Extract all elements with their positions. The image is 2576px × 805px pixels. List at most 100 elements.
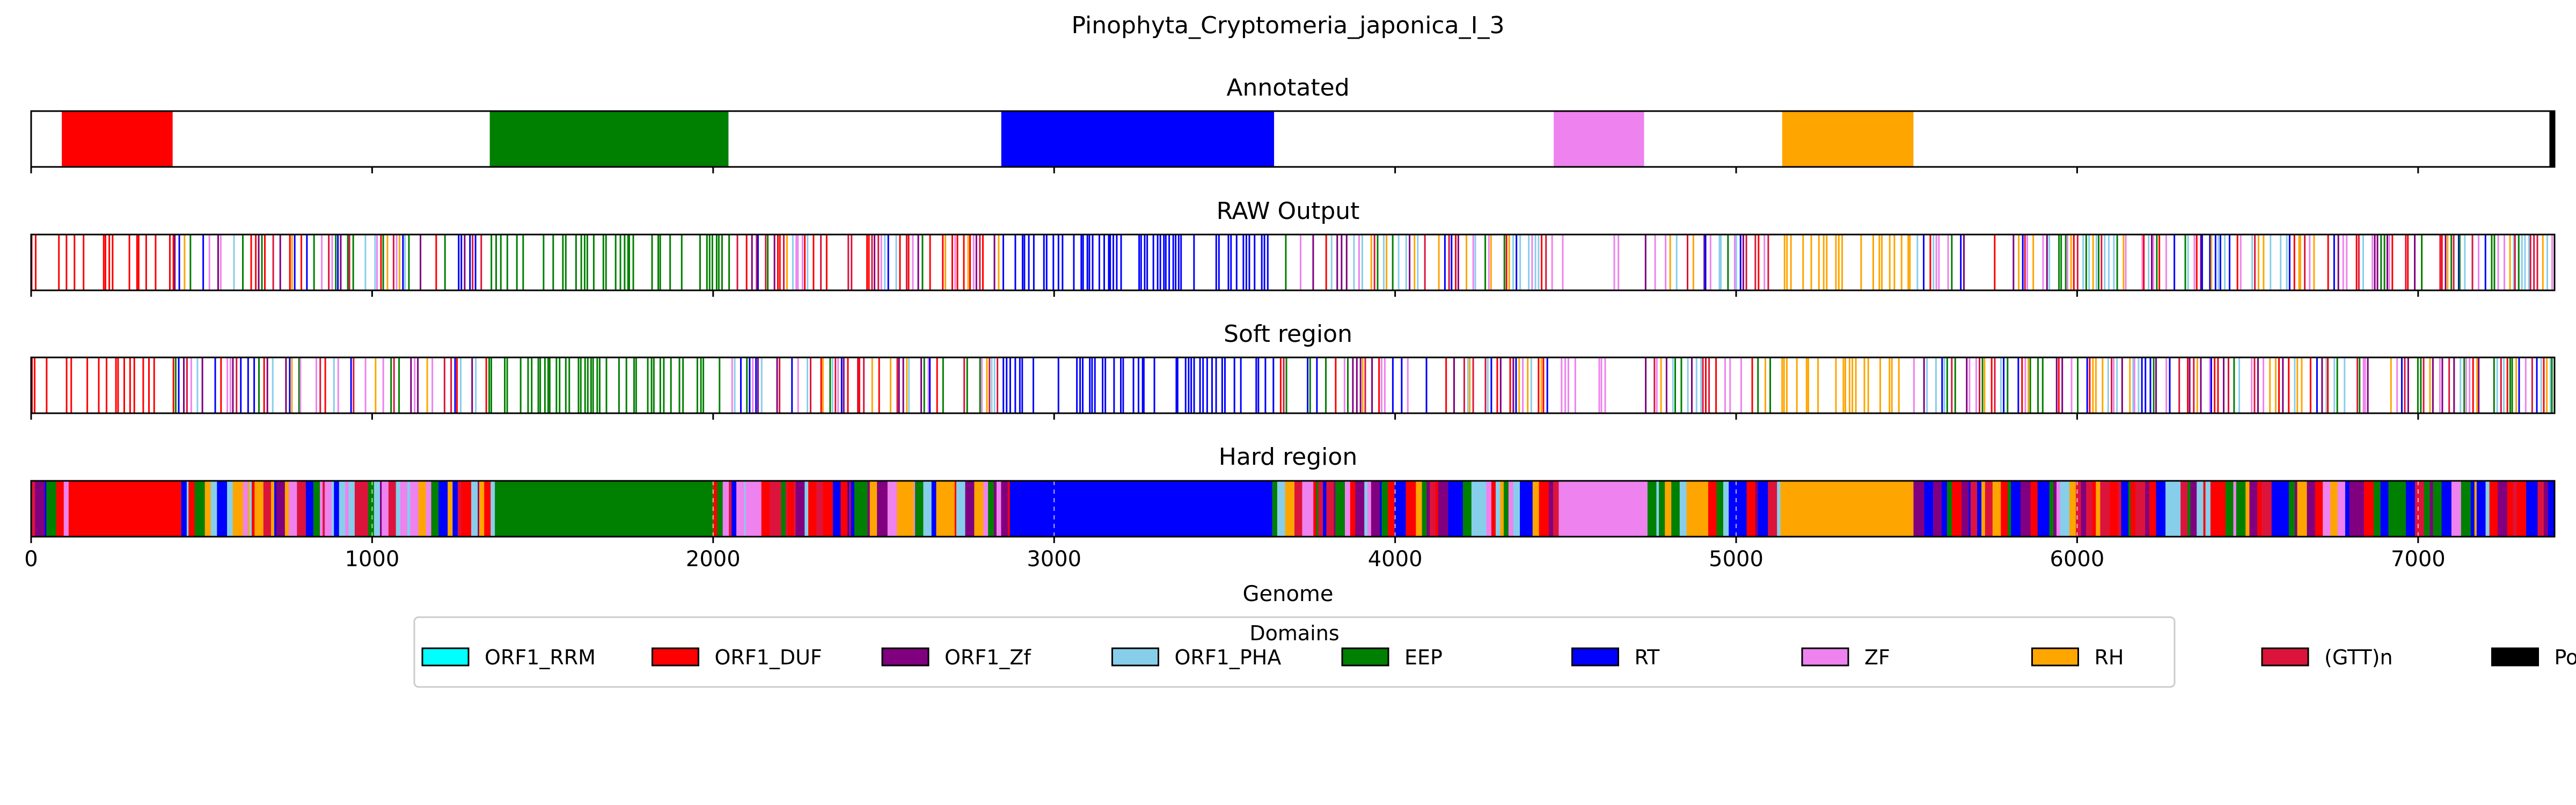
- region-fragment: [1334, 481, 1336, 537]
- legend-swatch: [652, 647, 699, 667]
- region-fragment: [400, 481, 405, 537]
- region-fragment: [2187, 481, 2191, 537]
- region-fragment: [2461, 481, 2471, 537]
- region-fragment: [1471, 481, 1477, 537]
- region-fragment: [736, 481, 745, 537]
- region-fragment: [1981, 481, 1986, 537]
- region-fragment: [1371, 481, 1380, 537]
- x-tick-label: 2000: [686, 547, 741, 572]
- region-fragment: [484, 481, 491, 537]
- region-fragment: [2388, 481, 2399, 537]
- region-fragment: [2262, 481, 2272, 537]
- region-fragment: [358, 481, 369, 537]
- region-fragment: [418, 481, 427, 537]
- region-fragment: [1508, 481, 1514, 537]
- region-fragment: [857, 481, 868, 537]
- region-fragment: [2507, 481, 2514, 537]
- legend-swatch: [1341, 647, 1389, 667]
- region-fragment: [840, 481, 848, 537]
- region-fragment: [45, 481, 47, 537]
- region-fragment: [1992, 481, 2001, 537]
- region-fragment: [1723, 481, 1729, 537]
- region-fragment: [781, 481, 786, 537]
- region-fragment: [2337, 481, 2346, 537]
- region-fragment: [204, 481, 211, 537]
- region-fragment: [2280, 481, 2289, 537]
- region-fragment: [334, 481, 340, 537]
- region-fragment: [1426, 481, 1430, 537]
- region-fragment: [320, 481, 323, 537]
- region-fragment: [2037, 481, 2041, 537]
- segment-zf: [1554, 111, 1644, 167]
- region-fragment: [2049, 481, 2054, 537]
- legend-swatch: [2491, 647, 2539, 667]
- region-fragment: [348, 481, 355, 537]
- x-tick-label: 7000: [2391, 547, 2446, 572]
- region-fragment: [2330, 481, 2338, 537]
- region-fragment: [2544, 481, 2549, 537]
- x-axis: 0 1000 2000 3000 4000 5000 6000 7000: [24, 547, 2445, 572]
- region-fragment: [787, 481, 794, 537]
- region-fragment: [1316, 481, 1319, 537]
- region-fragment: [2190, 481, 2197, 537]
- region-fragment: [902, 481, 911, 537]
- region-fragment: [2011, 481, 2021, 537]
- region-fragment: [2130, 481, 2136, 537]
- region-fragment: [2364, 481, 2374, 537]
- region-fragment: [1947, 481, 1952, 537]
- region-fragment: [1919, 481, 1925, 537]
- region-fragment: [2323, 481, 2331, 537]
- region-fragment: [1318, 481, 1323, 537]
- region-fragment: [1350, 481, 1356, 537]
- panel-frame: [30, 356, 2556, 414]
- panel-frame: [30, 480, 2556, 538]
- region-fragment: [2441, 481, 2452, 537]
- region-fragment: [2470, 481, 2475, 537]
- region-fragment: [936, 481, 945, 537]
- region-fragment: [1506, 481, 1509, 537]
- region-fragment: [1913, 481, 1920, 537]
- region-fragment: [478, 481, 480, 537]
- region-fragment: [1400, 481, 1407, 537]
- region-fragment: [1941, 481, 1948, 537]
- region-fragment: [35, 481, 45, 537]
- region-fragment: [1924, 481, 1934, 537]
- legend-swatch: [2031, 647, 2079, 667]
- region-fragment: [944, 481, 955, 537]
- legend-label: RT: [1635, 646, 1660, 669]
- region-fragment: [2233, 481, 2237, 537]
- region-fragment: [753, 481, 762, 537]
- region-fragment: [1962, 481, 1970, 537]
- region-fragment: [181, 481, 187, 537]
- panel-frame: [30, 110, 2556, 168]
- region-fragment: [2349, 481, 2357, 537]
- region-fragment: [2020, 481, 2028, 537]
- segment-orf1duf: [62, 111, 173, 167]
- region-fragment: [2406, 481, 2416, 537]
- region-fragment: [2424, 481, 2431, 537]
- region-fragment: [988, 481, 994, 537]
- region-fragment: [2086, 481, 2093, 537]
- legend-label: (GTT)n: [2324, 646, 2393, 669]
- region-fragment: [1380, 481, 1382, 537]
- region-fragment: [431, 481, 439, 537]
- region-fragment: [2288, 481, 2293, 537]
- region-fragment: [1416, 481, 1423, 537]
- region-fragment: [931, 481, 937, 537]
- region-fragment: [2100, 481, 2111, 537]
- region-fragment: [1313, 481, 1317, 537]
- region-fragment: [877, 481, 886, 537]
- region-fragment: [479, 481, 485, 537]
- region-fragment: [1686, 481, 1696, 537]
- region-fragment: [1394, 481, 1401, 537]
- segment-rh: [1782, 111, 1914, 167]
- region-fragment: [1679, 481, 1687, 537]
- region-fragment: [808, 481, 817, 537]
- region-fragment: [823, 481, 833, 537]
- region-fragment: [2110, 481, 2119, 537]
- region-fragment: [2069, 481, 2076, 537]
- region-fragment: [188, 481, 195, 537]
- region-fragment: [1435, 481, 1439, 537]
- region-fragment: [210, 481, 217, 537]
- region-fragment: [2535, 481, 2538, 537]
